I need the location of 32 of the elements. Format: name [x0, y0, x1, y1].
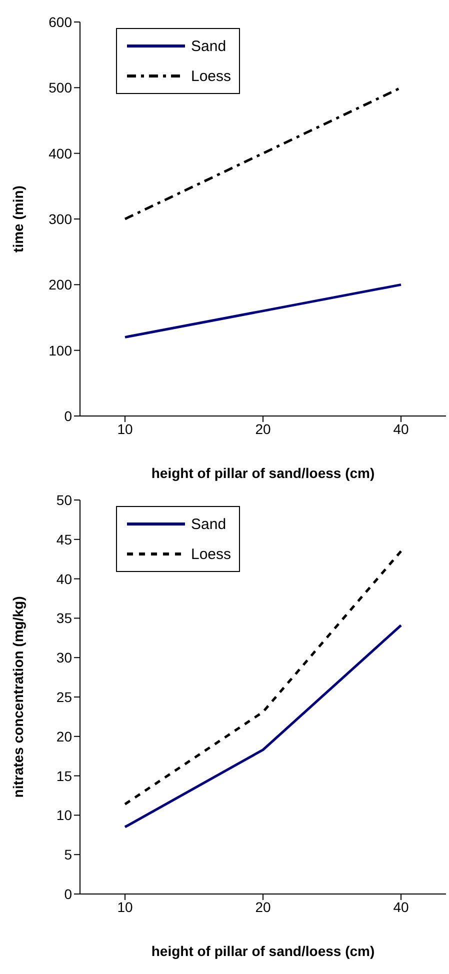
- y-tick-label: 200: [48, 276, 72, 293]
- y-tick-label: 10: [56, 807, 72, 824]
- y-tick-label: 5: [64, 846, 72, 863]
- x-tick-label: 20: [255, 898, 271, 915]
- x-tick-label: 20: [255, 420, 271, 437]
- y-tick-label: 100: [48, 342, 72, 358]
- y-axis-title: nitrates concentration (mg/kg): [10, 596, 26, 798]
- legend-label: Loess: [191, 546, 232, 562]
- y-tick-label: 20: [56, 728, 72, 744]
- y-tick-label: 15: [56, 768, 72, 784]
- y-tick-label: 30: [56, 650, 72, 666]
- y-tick-label: 0: [64, 886, 72, 902]
- y-axis-title: time (min): [10, 186, 26, 252]
- x-tick-label: 10: [117, 420, 133, 437]
- y-tick-label: 35: [56, 610, 72, 626]
- x-tick-label: 10: [117, 898, 133, 915]
- legend-label: Sand: [191, 516, 226, 532]
- x-axis-title: height of pillar of sand/loess (cm): [151, 465, 375, 481]
- y-tick-label: 0: [64, 408, 72, 424]
- legend-label: Sand: [191, 38, 226, 54]
- y-tick-label: 600: [48, 14, 72, 30]
- y-tick-label: 45: [56, 531, 72, 548]
- x-tick-label: 40: [393, 898, 409, 915]
- y-tick-label: 300: [48, 210, 72, 227]
- y-tick-label: 50: [56, 492, 72, 508]
- x-tick-label: 40: [393, 420, 409, 437]
- legend-label: Loess: [191, 68, 232, 84]
- y-tick-label: 500: [48, 80, 72, 96]
- y-tick-label: 40: [56, 570, 72, 587]
- x-axis-title: height of pillar of sand/loess (cm): [151, 943, 375, 959]
- y-tick-label: 25: [56, 688, 72, 705]
- y-tick-label: 400: [48, 145, 72, 162]
